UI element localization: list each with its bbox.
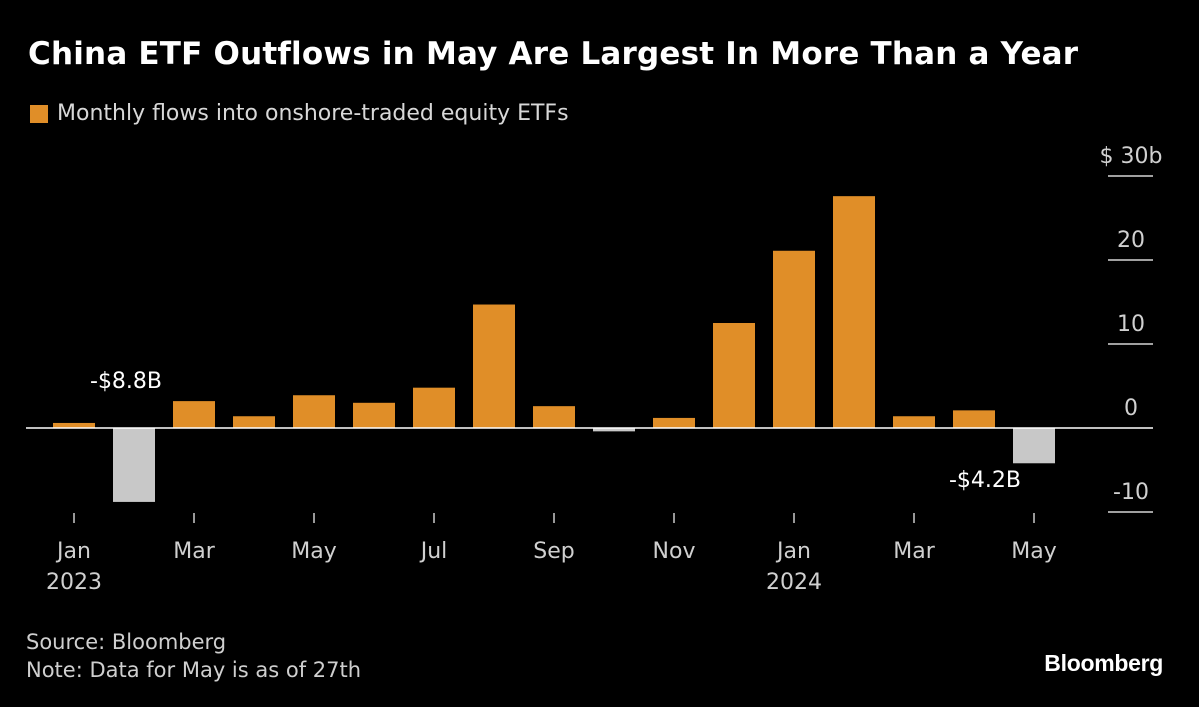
legend-label: Monthly flows into onshore-traded equity… xyxy=(57,101,569,126)
chart-title: China ETF Outflows in May Are Largest In… xyxy=(28,36,1079,72)
bar xyxy=(653,417,695,428)
x-tick-label: Jan xyxy=(775,539,811,564)
bloomberg-logo: Bloomberg xyxy=(1044,650,1163,676)
chart-legend: Monthly flows into onshore-traded equity… xyxy=(30,101,569,126)
x-tick-label: Jul xyxy=(419,539,448,564)
y-tick-label: 20 xyxy=(1117,228,1145,253)
x-tick-label: May xyxy=(291,539,336,564)
bar xyxy=(773,250,815,428)
bar xyxy=(833,196,875,428)
bar xyxy=(293,395,335,428)
y-tick-label: $ 30b xyxy=(1100,144,1163,169)
x-tick-year-label: 2023 xyxy=(46,570,102,595)
bar xyxy=(173,401,215,428)
y-tick-label: 10 xyxy=(1117,312,1145,337)
data-label: -$4.2B xyxy=(949,468,1021,493)
bar xyxy=(893,416,935,428)
bar xyxy=(1013,428,1055,464)
x-tick-label: Sep xyxy=(533,539,574,564)
bar xyxy=(953,410,995,428)
source-note: Source: Bloomberg xyxy=(26,630,227,654)
bar xyxy=(113,428,155,502)
bar xyxy=(233,416,275,428)
y-tick-label: 0 xyxy=(1124,396,1138,421)
chart-footer: Source: Bloomberg Note: Data for May is … xyxy=(26,628,361,684)
x-tick-label: Jan xyxy=(55,539,91,564)
bar xyxy=(593,428,635,432)
y-tick-label: -10 xyxy=(1113,480,1149,505)
bar xyxy=(713,323,755,428)
bar xyxy=(53,422,95,428)
bar xyxy=(473,304,515,428)
bar xyxy=(353,402,395,428)
x-tick-year-label: 2024 xyxy=(766,570,822,595)
bar xyxy=(413,387,455,428)
x-tick-label: Mar xyxy=(893,539,935,564)
bar xyxy=(533,406,575,428)
x-tick-label: Nov xyxy=(653,539,696,564)
x-tick-label: May xyxy=(1011,539,1056,564)
x-tick-label: Mar xyxy=(173,539,215,564)
legend-swatch xyxy=(30,104,48,123)
data-note: Note: Data for May is as of 27th xyxy=(26,658,362,682)
data-label: -$8.8B xyxy=(90,369,162,394)
